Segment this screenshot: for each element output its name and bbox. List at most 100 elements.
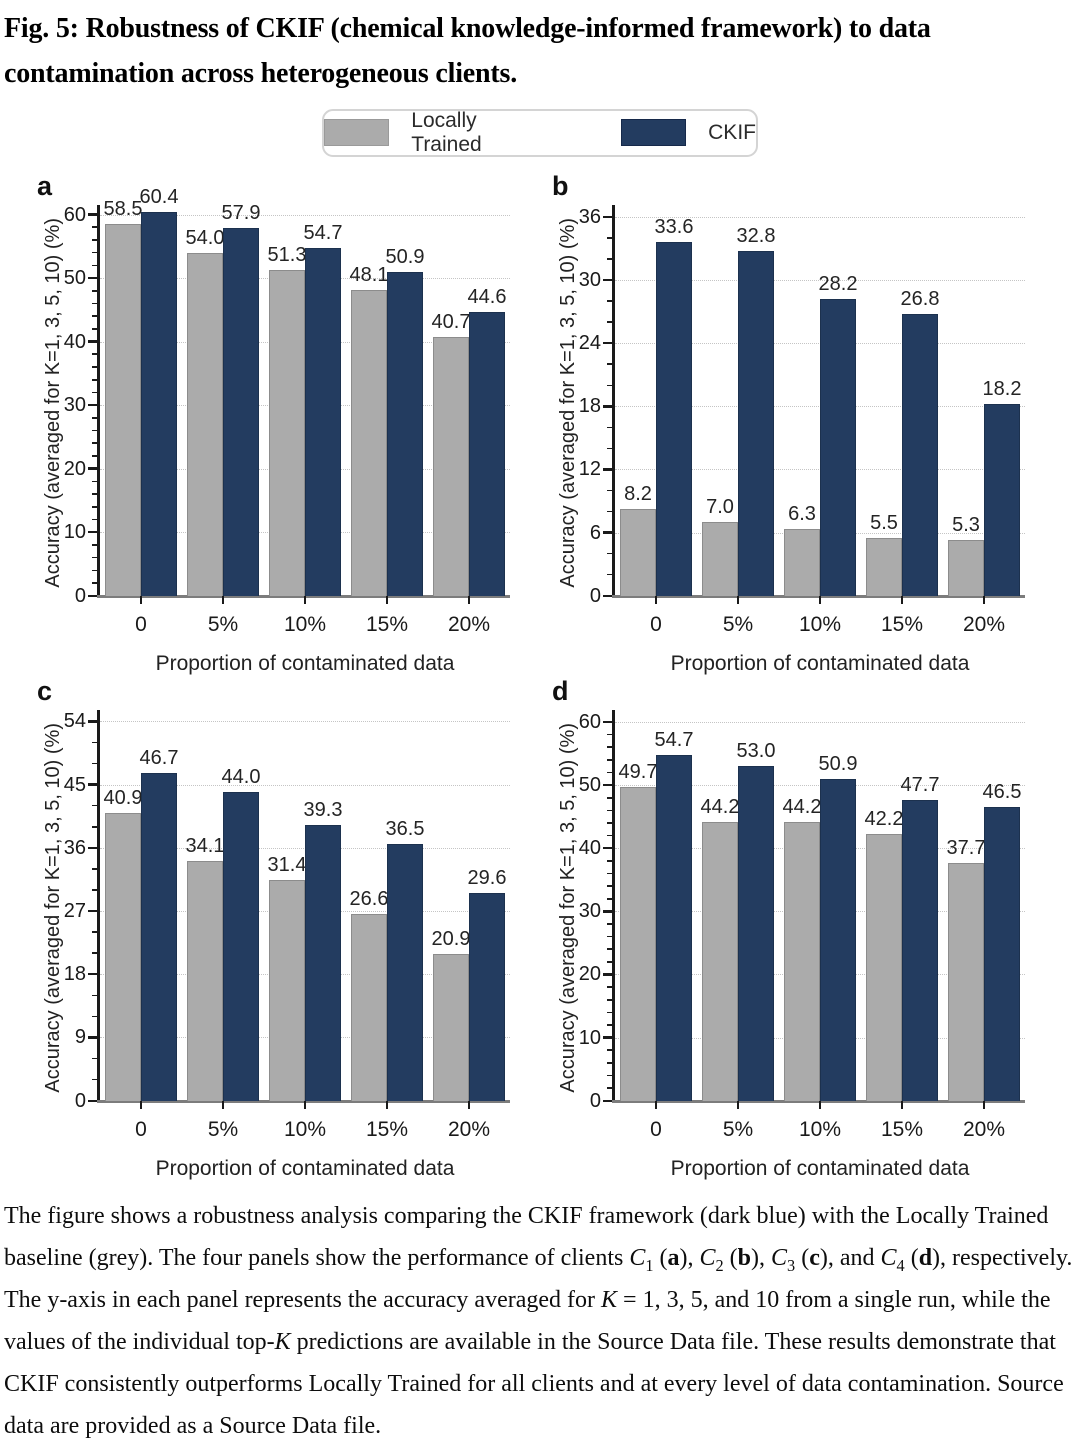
bar-value-label: 54.7: [303, 222, 343, 245]
y-minor-tick: [92, 825, 97, 828]
y-tick-label: 6: [589, 521, 601, 544]
bar-value-label: 54.0: [185, 226, 225, 249]
bar-value-label: 26.6: [349, 887, 389, 910]
x-tick-label: 5%: [207, 1117, 239, 1141]
y-tick-label: 27: [63, 900, 86, 923]
y-tick-label: 0: [589, 1089, 601, 1112]
x-major-tick: [303, 1100, 307, 1109]
y-minor-tick: [607, 258, 612, 260]
y-minor-tick: [607, 321, 612, 323]
x-tick-label: 15%: [365, 1117, 409, 1141]
y-minor-tick: [92, 556, 97, 559]
bar-value-label: 6.3: [788, 503, 816, 526]
gridline: [100, 784, 510, 786]
y-minor-tick: [607, 860, 612, 862]
bar-value-label: 53.0: [736, 740, 776, 763]
x-major-tick: [900, 595, 904, 604]
bar-ckif-5%: [738, 766, 774, 1101]
bar-value-label: 5.5: [870, 511, 898, 534]
x-tick-label: 0: [135, 1117, 147, 1141]
y-minor-tick: [92, 366, 97, 368]
y-minor-tick: [607, 1024, 612, 1026]
y-major-tick: [603, 973, 612, 976]
caption-segment: ), respectively. The y-axis in each pane…: [4, 1244, 1073, 1313]
y-tick-label: 40: [63, 330, 86, 353]
y-minor-tick: [92, 582, 97, 584]
y-axis-spine: [612, 204, 615, 597]
y-major-tick: [88, 213, 97, 216]
caption-segment: ), and: [819, 1244, 881, 1271]
bar-locally-trained-15%: [351, 913, 387, 1101]
bar-value-label: 18.2: [982, 378, 1022, 401]
caption-segment: 1: [645, 1255, 654, 1275]
x-tick-label: 20%: [962, 1117, 1006, 1141]
x-major-tick: [982, 1100, 986, 1109]
y-minor-tick: [92, 994, 97, 997]
y-minor-tick: [607, 872, 612, 875]
x-axis-title: Proportion of contaminated data: [670, 651, 970, 675]
bar-locally-trained-0: [105, 813, 141, 1101]
bar-locally-trained-0: [620, 509, 656, 596]
bar-ckif-0: [141, 772, 177, 1101]
bar-locally-trained-10%: [269, 269, 305, 596]
bar-locally-trained-20%: [948, 862, 984, 1101]
y-major-tick: [603, 720, 612, 724]
y-minor-tick: [92, 868, 97, 870]
bar-value-label: 46.7: [139, 746, 179, 769]
y-minor-tick: [92, 1057, 97, 1060]
y-minor-tick: [92, 889, 97, 891]
x-tick-label: 5%: [722, 612, 754, 636]
y-major-tick: [603, 783, 612, 787]
y-minor-tick: [92, 302, 97, 305]
y-minor-tick: [607, 237, 612, 239]
x-major-tick: [303, 595, 307, 604]
bar-ckif-5%: [223, 791, 259, 1101]
x-tick-label: 15%: [365, 612, 409, 636]
bar-ckif-20%: [984, 404, 1020, 596]
x-major-tick: [982, 595, 986, 604]
y-tick-label: 20: [578, 963, 601, 986]
y-minor-tick: [607, 822, 612, 824]
y-minor-tick: [92, 417, 97, 419]
x-major-tick: [818, 1100, 822, 1109]
bar-locally-trained-20%: [433, 953, 469, 1101]
caption-segment: (: [795, 1244, 810, 1271]
y-minor-tick: [92, 762, 97, 765]
bar-ckif-0: [656, 755, 692, 1101]
bar-value-label: 36.5: [385, 818, 425, 841]
bar-locally-trained-0: [105, 224, 141, 596]
x-tick-label: 15%: [880, 1117, 924, 1141]
gridline: [615, 280, 1025, 282]
y-minor-tick: [607, 948, 612, 951]
charts-grid: a Accuracy (averaged for K=1, 3, 5, 10) (…: [0, 169, 1080, 1180]
x-axis-title: Proportion of contaminated data: [155, 1156, 455, 1180]
y-axis-spine: [612, 709, 615, 1102]
y-axis-spine: [97, 709, 100, 1102]
panel-b: b Accuracy (averaged for K=1, 3, 5, 10) (…: [540, 169, 1080, 675]
y-tick-label: 36: [578, 206, 601, 229]
caption-segment: C: [699, 1244, 716, 1271]
y-minor-tick: [607, 885, 612, 887]
bar-locally-trained-10%: [784, 821, 820, 1101]
bar-value-label: 57.9: [221, 201, 261, 224]
x-major-tick: [221, 1100, 225, 1109]
panel-letter-d: d: [552, 675, 569, 706]
caption-segment: C: [880, 1244, 897, 1271]
caption-segment: K: [601, 1286, 618, 1313]
bar-value-label: 44.6: [467, 286, 507, 309]
bar-ckif-5%: [738, 250, 774, 596]
y-major-tick: [88, 403, 97, 407]
y-major-tick: [603, 342, 612, 345]
y-minor-tick: [92, 455, 97, 457]
bar-locally-trained-10%: [269, 880, 305, 1101]
bar-value-label: 7.0: [706, 496, 734, 519]
figure-caption: The figure shows a robustness analysis c…: [0, 1179, 1080, 1447]
gridline: [100, 721, 510, 723]
bar-value-label: 32.8: [736, 224, 776, 247]
y-minor-tick: [607, 300, 612, 302]
x-axis-line: [97, 595, 510, 598]
x-major-tick: [467, 595, 471, 604]
x-tick-label: 10%: [798, 1117, 842, 1141]
y-major-tick: [88, 909, 97, 913]
y-tick-label: 10: [63, 521, 86, 544]
